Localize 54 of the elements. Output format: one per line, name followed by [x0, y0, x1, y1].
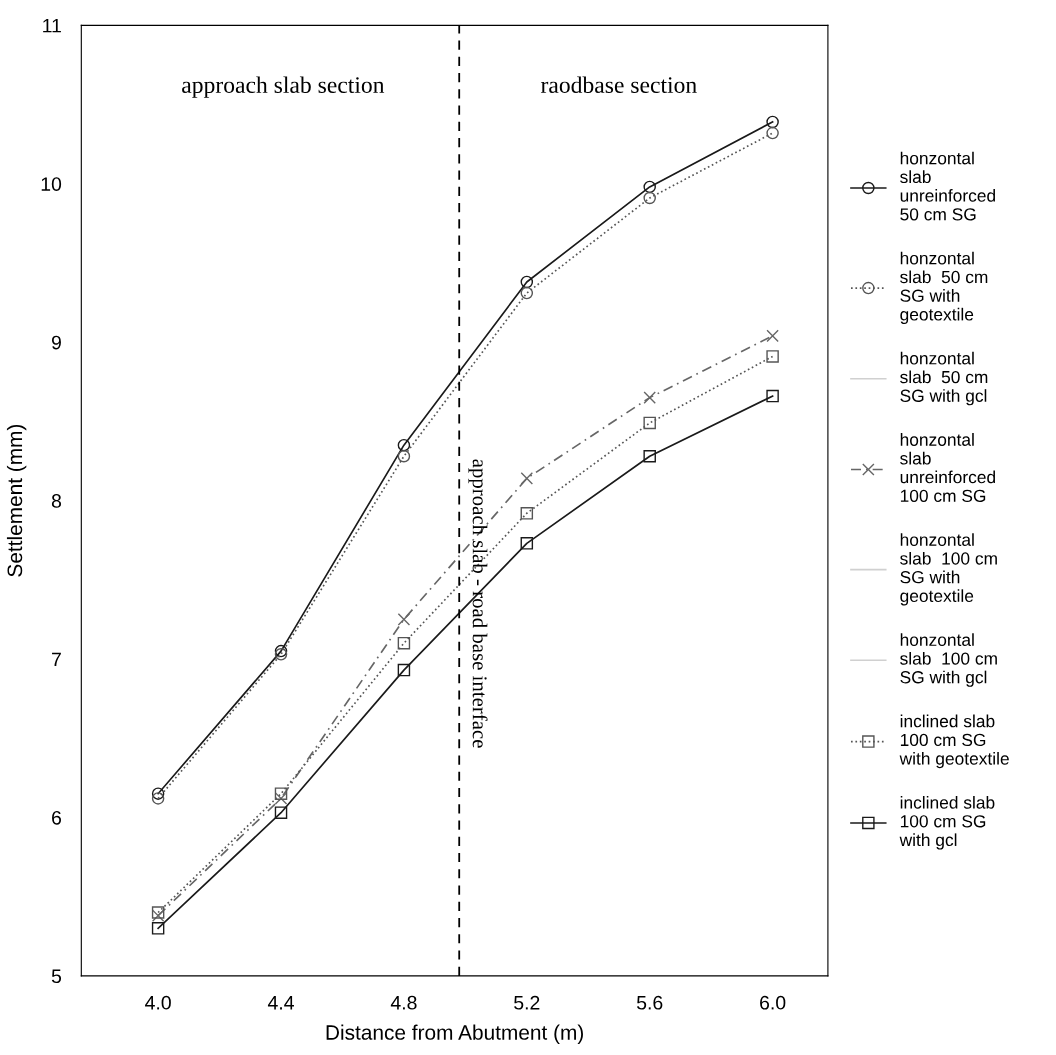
x-tick-label: 4.0: [145, 995, 171, 1010]
point: [274, 648, 288, 661]
point: [520, 537, 534, 550]
x-tick-label: 4.8: [390, 995, 417, 1010]
x-axis-title: Distance from Abutment (m): [326, 1024, 583, 1044]
point: [643, 191, 656, 205]
y-tick-label: 5: [51, 969, 62, 984]
x-tick-label: 5.2: [514, 995, 540, 1010]
point: [397, 438, 411, 452]
point: [643, 449, 656, 463]
point: [520, 286, 534, 300]
y-axis-title: Settlement (mm): [6, 424, 27, 577]
point: [397, 613, 411, 626]
point: [766, 126, 779, 140]
point: [766, 350, 779, 363]
point: [520, 507, 534, 520]
point: [643, 180, 656, 194]
point: [151, 792, 165, 805]
legend-label: honzontal slab 50 cm SG with gcl: [900, 351, 988, 406]
point: [520, 472, 534, 485]
point: [274, 806, 288, 819]
point: [397, 449, 411, 463]
y-tick-label: 9: [51, 335, 61, 350]
point: [766, 329, 779, 343]
y-tick-label: 8: [51, 494, 62, 508]
point: [397, 663, 411, 677]
x-tick-label: 6.0: [760, 995, 786, 1010]
legend-label: honzontal slab 100 cm SG with gcl: [900, 633, 997, 687]
x-tick-label: 5.6: [636, 995, 663, 1010]
point: [274, 644, 288, 658]
point: [643, 391, 656, 404]
y-tick-label: 6: [52, 810, 62, 825]
point: [151, 922, 165, 935]
point: [520, 275, 534, 289]
legend-label: honzontal slab unreinforced 100 cm SG: [900, 433, 995, 502]
point: [151, 787, 165, 800]
x-tick-label: 4.4: [267, 996, 294, 1010]
point: [766, 115, 779, 129]
legend-label: inclined slab 100 cm SG with gcl: [899, 795, 995, 850]
y-tick-label: 7: [52, 652, 61, 667]
point: [274, 792, 288, 805]
legend-label: inclined slab 100 cm SG with geotextile: [899, 714, 1009, 769]
y-tick-label: 11: [43, 18, 61, 33]
point: [766, 389, 779, 403]
point: [397, 636, 411, 650]
legend-label: honzontal slab 100 cm SG with geotextile: [900, 533, 997, 606]
annotation: approach slab section: [182, 76, 385, 98]
legend-label: honzontal slab 50 cm SG with geotextile: [900, 251, 988, 324]
annotation: raodbase section: [540, 76, 697, 94]
y-tick-label: 10: [41, 177, 62, 191]
point: [274, 787, 288, 800]
point: [643, 416, 656, 430]
legend-label: honzontal slab unreinforced 50 cm SG: [900, 151, 995, 221]
ref-line-label: approach slab - road base interface: [468, 459, 488, 748]
